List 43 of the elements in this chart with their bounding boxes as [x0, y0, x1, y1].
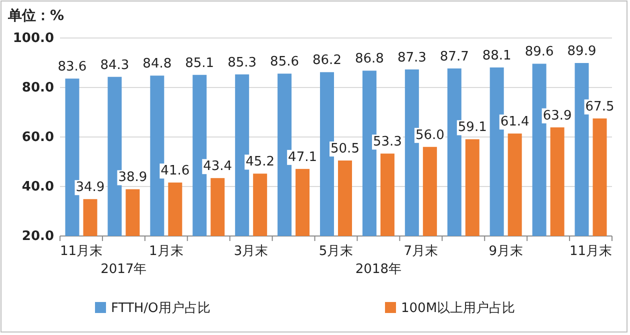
data-label: 83.6: [58, 60, 87, 75]
data-label: 38.9: [118, 170, 148, 186]
data-label: 53.3: [372, 134, 402, 150]
data-label: 84.8: [142, 56, 172, 72]
x-tick-label: 2018年: [355, 262, 402, 277]
x-tick-label: 3月末: [234, 244, 268, 259]
data-label: 85.3: [228, 55, 257, 70]
data-label: 56.0: [415, 128, 444, 143]
data-label: 86.8: [354, 52, 384, 67]
data-label: 45.2: [246, 154, 275, 170]
data-label: 87.7: [440, 49, 469, 64]
legend-label: FTTH/O用户占比: [111, 301, 210, 316]
data-label: 61.4: [500, 114, 530, 130]
data-label: 50.5: [330, 142, 360, 157]
data-label: 85.6: [270, 54, 300, 70]
x-tick-label: 7月末: [404, 244, 438, 259]
data-label: 87.3: [397, 50, 426, 66]
x-tick-label: 1月末: [149, 244, 184, 259]
x-tick-label: 2017年: [100, 262, 147, 277]
data-label: 86.2: [312, 53, 342, 68]
data-label: 89.6: [524, 44, 554, 60]
x-tick-label: 11月末: [569, 244, 612, 259]
data-label: 88.1: [482, 48, 512, 64]
legend-label: 100M以上用户占比: [401, 301, 516, 316]
data-label: 43.4: [203, 159, 232, 174]
data-label: 85.1: [185, 56, 214, 71]
y-tick-label: 80.0: [22, 80, 54, 96]
y-tick-label: 40.0: [22, 180, 54, 195]
y-tick-label: 20.0: [22, 229, 54, 244]
x-tick-label: 5月末: [318, 244, 354, 259]
data-label: 34.9: [76, 180, 105, 196]
data-label: 84.3: [100, 58, 130, 73]
data-label: 59.1: [458, 120, 487, 136]
data-label: 47.1: [288, 150, 318, 165]
data-label: 63.9: [542, 108, 572, 124]
x-tick-label: 11月末: [60, 244, 103, 259]
data-label: 67.5: [585, 99, 614, 114]
data-label: 89.9: [567, 44, 596, 59]
y-tick-label: 100.0: [12, 31, 54, 46]
x-tick-label: 9月末: [488, 244, 523, 259]
data-label: 41.6: [160, 164, 190, 179]
y-axis-title: 单位：%: [7, 8, 64, 24]
y-tick-label: 60.0: [22, 130, 54, 146]
